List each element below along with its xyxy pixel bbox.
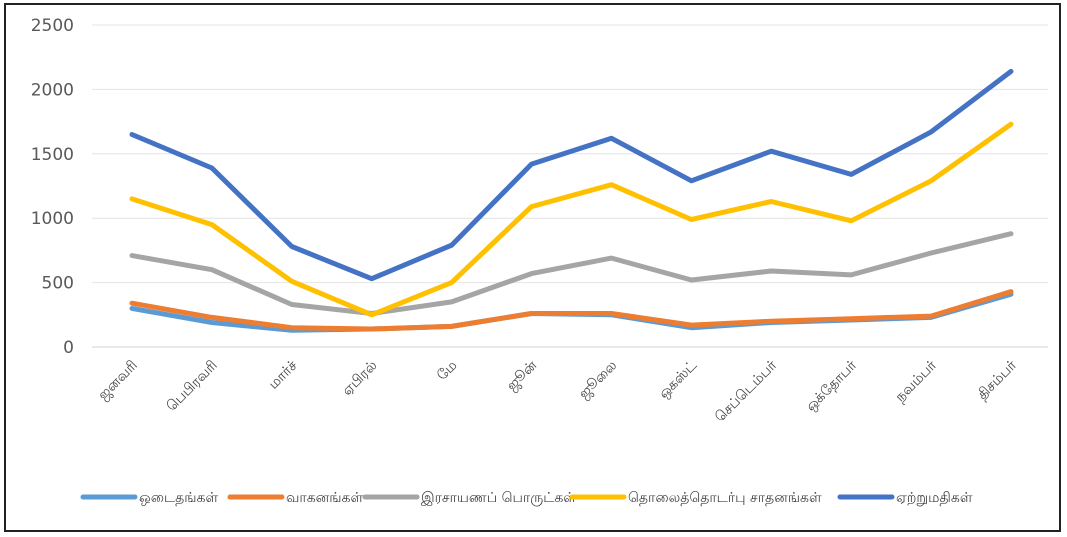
y-tick-label: 500 xyxy=(42,274,74,294)
x-tick-label: மே xyxy=(434,358,460,384)
x-tick-label: ஜனவரி xyxy=(95,358,141,404)
x-tick-label: ஜூன் xyxy=(504,357,542,395)
legend: ஒடைதங்கள் வாகனங்கள் இரசாயணப் பொருட்கள் தொலை… xyxy=(80,490,973,506)
series-lines xyxy=(129,68,1014,333)
gridlines xyxy=(92,24,1048,348)
legend-label: இரசாயணப் பொருட்கள் xyxy=(421,490,576,506)
series-line xyxy=(129,231,1014,316)
x-tick-label: ஒக்தோபர் xyxy=(803,357,861,415)
y-tick-label: 1500 xyxy=(31,145,74,165)
legend-label: தொலைத்தொடர்பு சாதனங்கள் xyxy=(628,490,822,506)
x-axis-ticks: ஜனவரி பெபிரவரி மார்ச் ஏபிரல் மே ஜூன் ஜூலை ஒகஸ்ட… xyxy=(95,357,1020,425)
series-line xyxy=(129,121,1014,318)
x-tick-label: ஏபிரல் xyxy=(339,358,380,399)
x-tick-label: ஒகஸ்ட் xyxy=(656,358,700,402)
x-tick-label: செப்டெம்பர் xyxy=(712,357,780,425)
y-tick-label: 0 xyxy=(63,338,74,358)
x-tick-label: மார்ச் xyxy=(266,357,301,392)
series-line xyxy=(129,68,1014,282)
series-line xyxy=(129,289,1014,332)
x-tick-label: பெபிரவரி xyxy=(164,358,221,415)
y-tick-label: 1000 xyxy=(31,209,74,229)
x-tick-label: நவம்பர் xyxy=(892,357,940,405)
legend-label: வாகனங்கள் xyxy=(286,490,363,506)
x-tick-label: திசம்பர் xyxy=(974,357,1020,403)
y-tick-label: 2000 xyxy=(31,80,74,100)
legend-label: ஒடைதங்கள் xyxy=(139,490,218,506)
legend-label: ஏற்றுமதிகள் xyxy=(896,490,973,506)
y-tick-label: 2500 xyxy=(31,16,74,36)
y-axis-ticks: 0 500 1000 1500 2000 2500 xyxy=(31,16,74,358)
x-tick-label: ஜூலை xyxy=(576,358,621,403)
